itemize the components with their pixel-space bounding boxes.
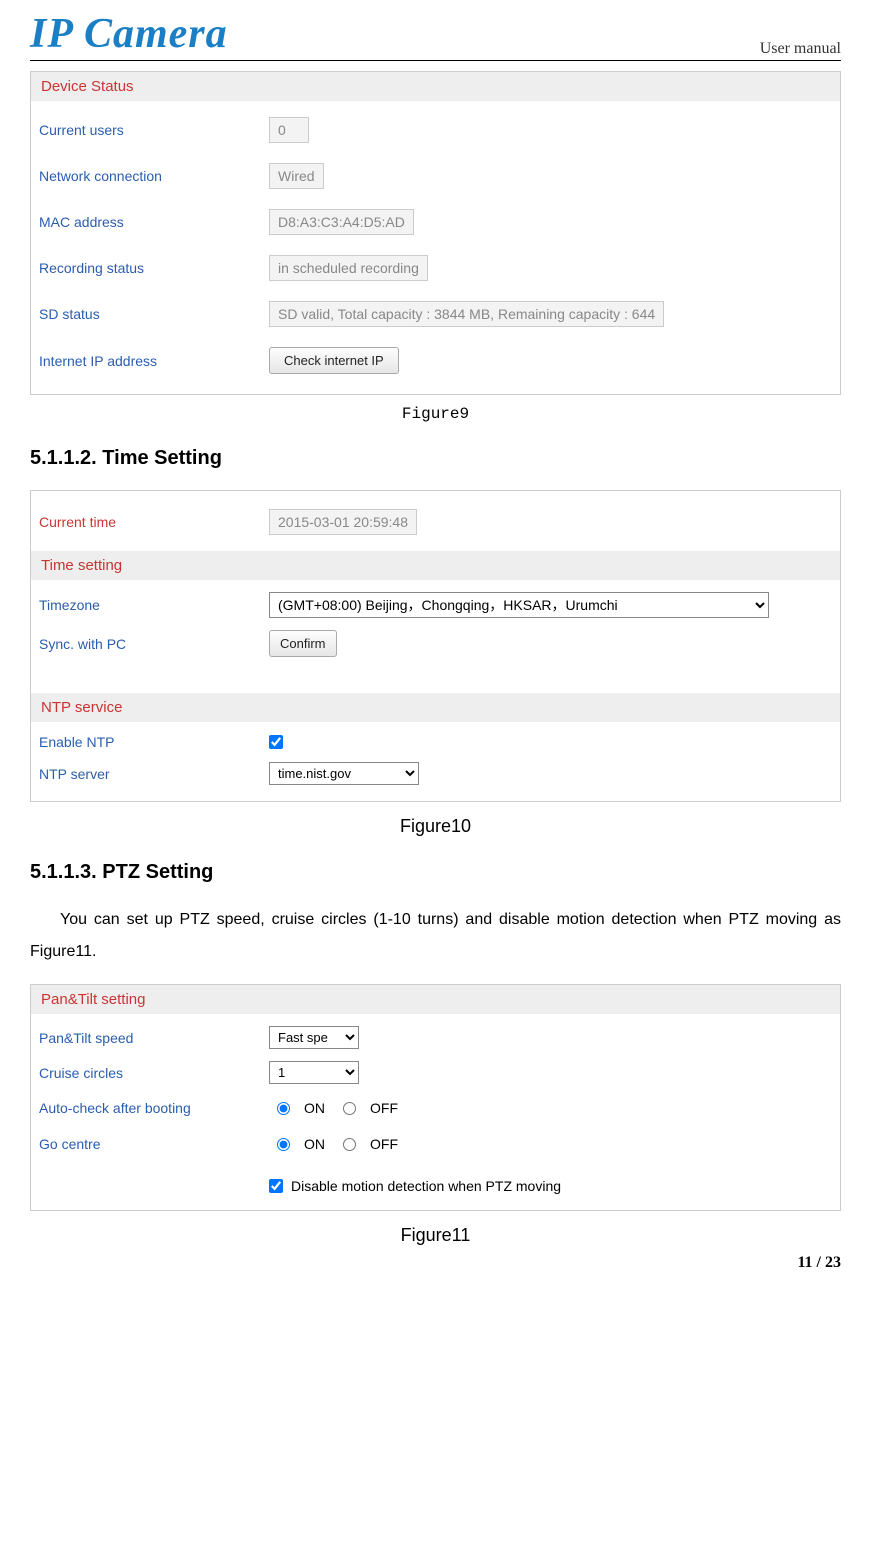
row-network-connection: Network connection Wired: [35, 153, 836, 199]
row-current-users: Current users 0: [35, 107, 836, 153]
row-ntp-server: NTP server time.nist.gov: [35, 756, 836, 791]
auto-check-off-radio[interactable]: [343, 1102, 356, 1115]
label-internet-ip: Internet IP address: [39, 353, 269, 369]
value-sd-status: SD valid, Total capacity : 3844 MB, Rema…: [269, 301, 664, 327]
header-right-label: User manual: [760, 40, 841, 58]
auto-check-off-label: OFF: [370, 1100, 398, 1116]
label-network-connection: Network connection: [39, 168, 269, 184]
label-auto-check: Auto-check after booting: [39, 1100, 269, 1116]
logo: IP Camera: [30, 10, 228, 58]
go-centre-on-label: ON: [304, 1136, 325, 1152]
go-centre-off-radio[interactable]: [343, 1138, 356, 1151]
row-ptz-speed: Pan&Tilt speed Fast spe: [35, 1020, 836, 1055]
go-centre-on-radio[interactable]: [277, 1138, 290, 1151]
row-current-time: Current time 2015-03-01 20:59:48: [35, 503, 836, 541]
row-cruise-circles: Cruise circles 1: [35, 1055, 836, 1090]
figure9-caption: Figure9: [30, 405, 841, 423]
time-setting-panel: Current time 2015-03-01 20:59:48 Time se…: [30, 490, 841, 802]
value-recording-status: in scheduled recording: [269, 255, 428, 281]
label-recording-status: Recording status: [39, 260, 269, 276]
row-timezone: Timezone (GMT+08:00) Beijing，Chongqing，H…: [35, 586, 836, 624]
row-auto-check: Auto-check after booting ON OFF: [35, 1090, 836, 1126]
row-enable-ntp: Enable NTP: [35, 728, 836, 756]
ptz-panel: Pan&Tilt setting Pan&Tilt speed Fast spe…: [30, 984, 841, 1211]
label-sd-status: SD status: [39, 306, 269, 322]
label-current-users: Current users: [39, 122, 269, 138]
row-disable-motion-detection: Disable motion detection when PTZ moving: [35, 1162, 836, 1200]
value-current-users: 0: [269, 117, 309, 143]
device-status-title: Device Status: [31, 72, 840, 101]
row-go-centre: Go centre ON OFF: [35, 1126, 836, 1162]
row-recording-status: Recording status in scheduled recording: [35, 245, 836, 291]
row-sd-status: SD status SD valid, Total capacity : 384…: [35, 291, 836, 337]
device-status-panel: Device Status Current users 0 Network co…: [30, 71, 841, 395]
row-sync-with-pc: Sync. with PC Confirm: [35, 624, 836, 663]
figure10-caption: Figure10: [30, 816, 841, 837]
heading-time-setting: 5.1.1.2. Time Setting: [30, 447, 841, 470]
figure11-caption: Figure11: [30, 1225, 841, 1246]
row-mac-address: MAC address D8:A3:C3:A4:D5:AD: [35, 199, 836, 245]
disable-md-checkbox[interactable]: [269, 1179, 283, 1193]
value-mac-address: D8:A3:C3:A4:D5:AD: [269, 209, 414, 235]
label-current-time: Current time: [39, 514, 269, 530]
go-centre-off-label: OFF: [370, 1136, 398, 1152]
label-mac-address: MAC address: [39, 214, 269, 230]
page-number: 11 / 23: [30, 1254, 841, 1272]
ptz-panel-title: Pan&Tilt setting: [31, 985, 840, 1014]
label-ntp-server: NTP server: [39, 766, 269, 782]
label-sync-with-pc: Sync. with PC: [39, 636, 269, 652]
label-ptz-speed: Pan&Tilt speed: [39, 1030, 269, 1046]
heading-ptz-setting: 5.1.1.3. PTZ Setting: [30, 861, 841, 884]
time-setting-subtitle: Time setting: [31, 551, 840, 580]
label-go-centre: Go centre: [39, 1136, 269, 1152]
check-internet-ip-button[interactable]: Check internet IP: [269, 347, 399, 374]
enable-ntp-checkbox[interactable]: [269, 735, 283, 749]
row-internet-ip: Internet IP address Check internet IP: [35, 337, 836, 384]
disable-md-label: Disable motion detection when PTZ moving: [291, 1178, 561, 1194]
cruise-circles-select[interactable]: 1: [269, 1061, 359, 1084]
ptz-body-text: You can set up PTZ speed, cruise circles…: [30, 904, 841, 968]
value-network-connection: Wired: [269, 163, 324, 189]
auto-check-on-label: ON: [304, 1100, 325, 1116]
ntp-service-title: NTP service: [31, 693, 840, 722]
ptz-speed-select[interactable]: Fast spe: [269, 1026, 359, 1049]
value-current-time: 2015-03-01 20:59:48: [269, 509, 417, 535]
sync-confirm-button[interactable]: Confirm: [269, 630, 337, 657]
ntp-server-select[interactable]: time.nist.gov: [269, 762, 419, 785]
label-cruise-circles: Cruise circles: [39, 1065, 269, 1081]
timezone-select[interactable]: (GMT+08:00) Beijing，Chongqing，HKSAR，Urum…: [269, 592, 769, 618]
auto-check-on-radio[interactable]: [277, 1102, 290, 1115]
label-timezone: Timezone: [39, 597, 269, 613]
label-enable-ntp: Enable NTP: [39, 734, 269, 750]
